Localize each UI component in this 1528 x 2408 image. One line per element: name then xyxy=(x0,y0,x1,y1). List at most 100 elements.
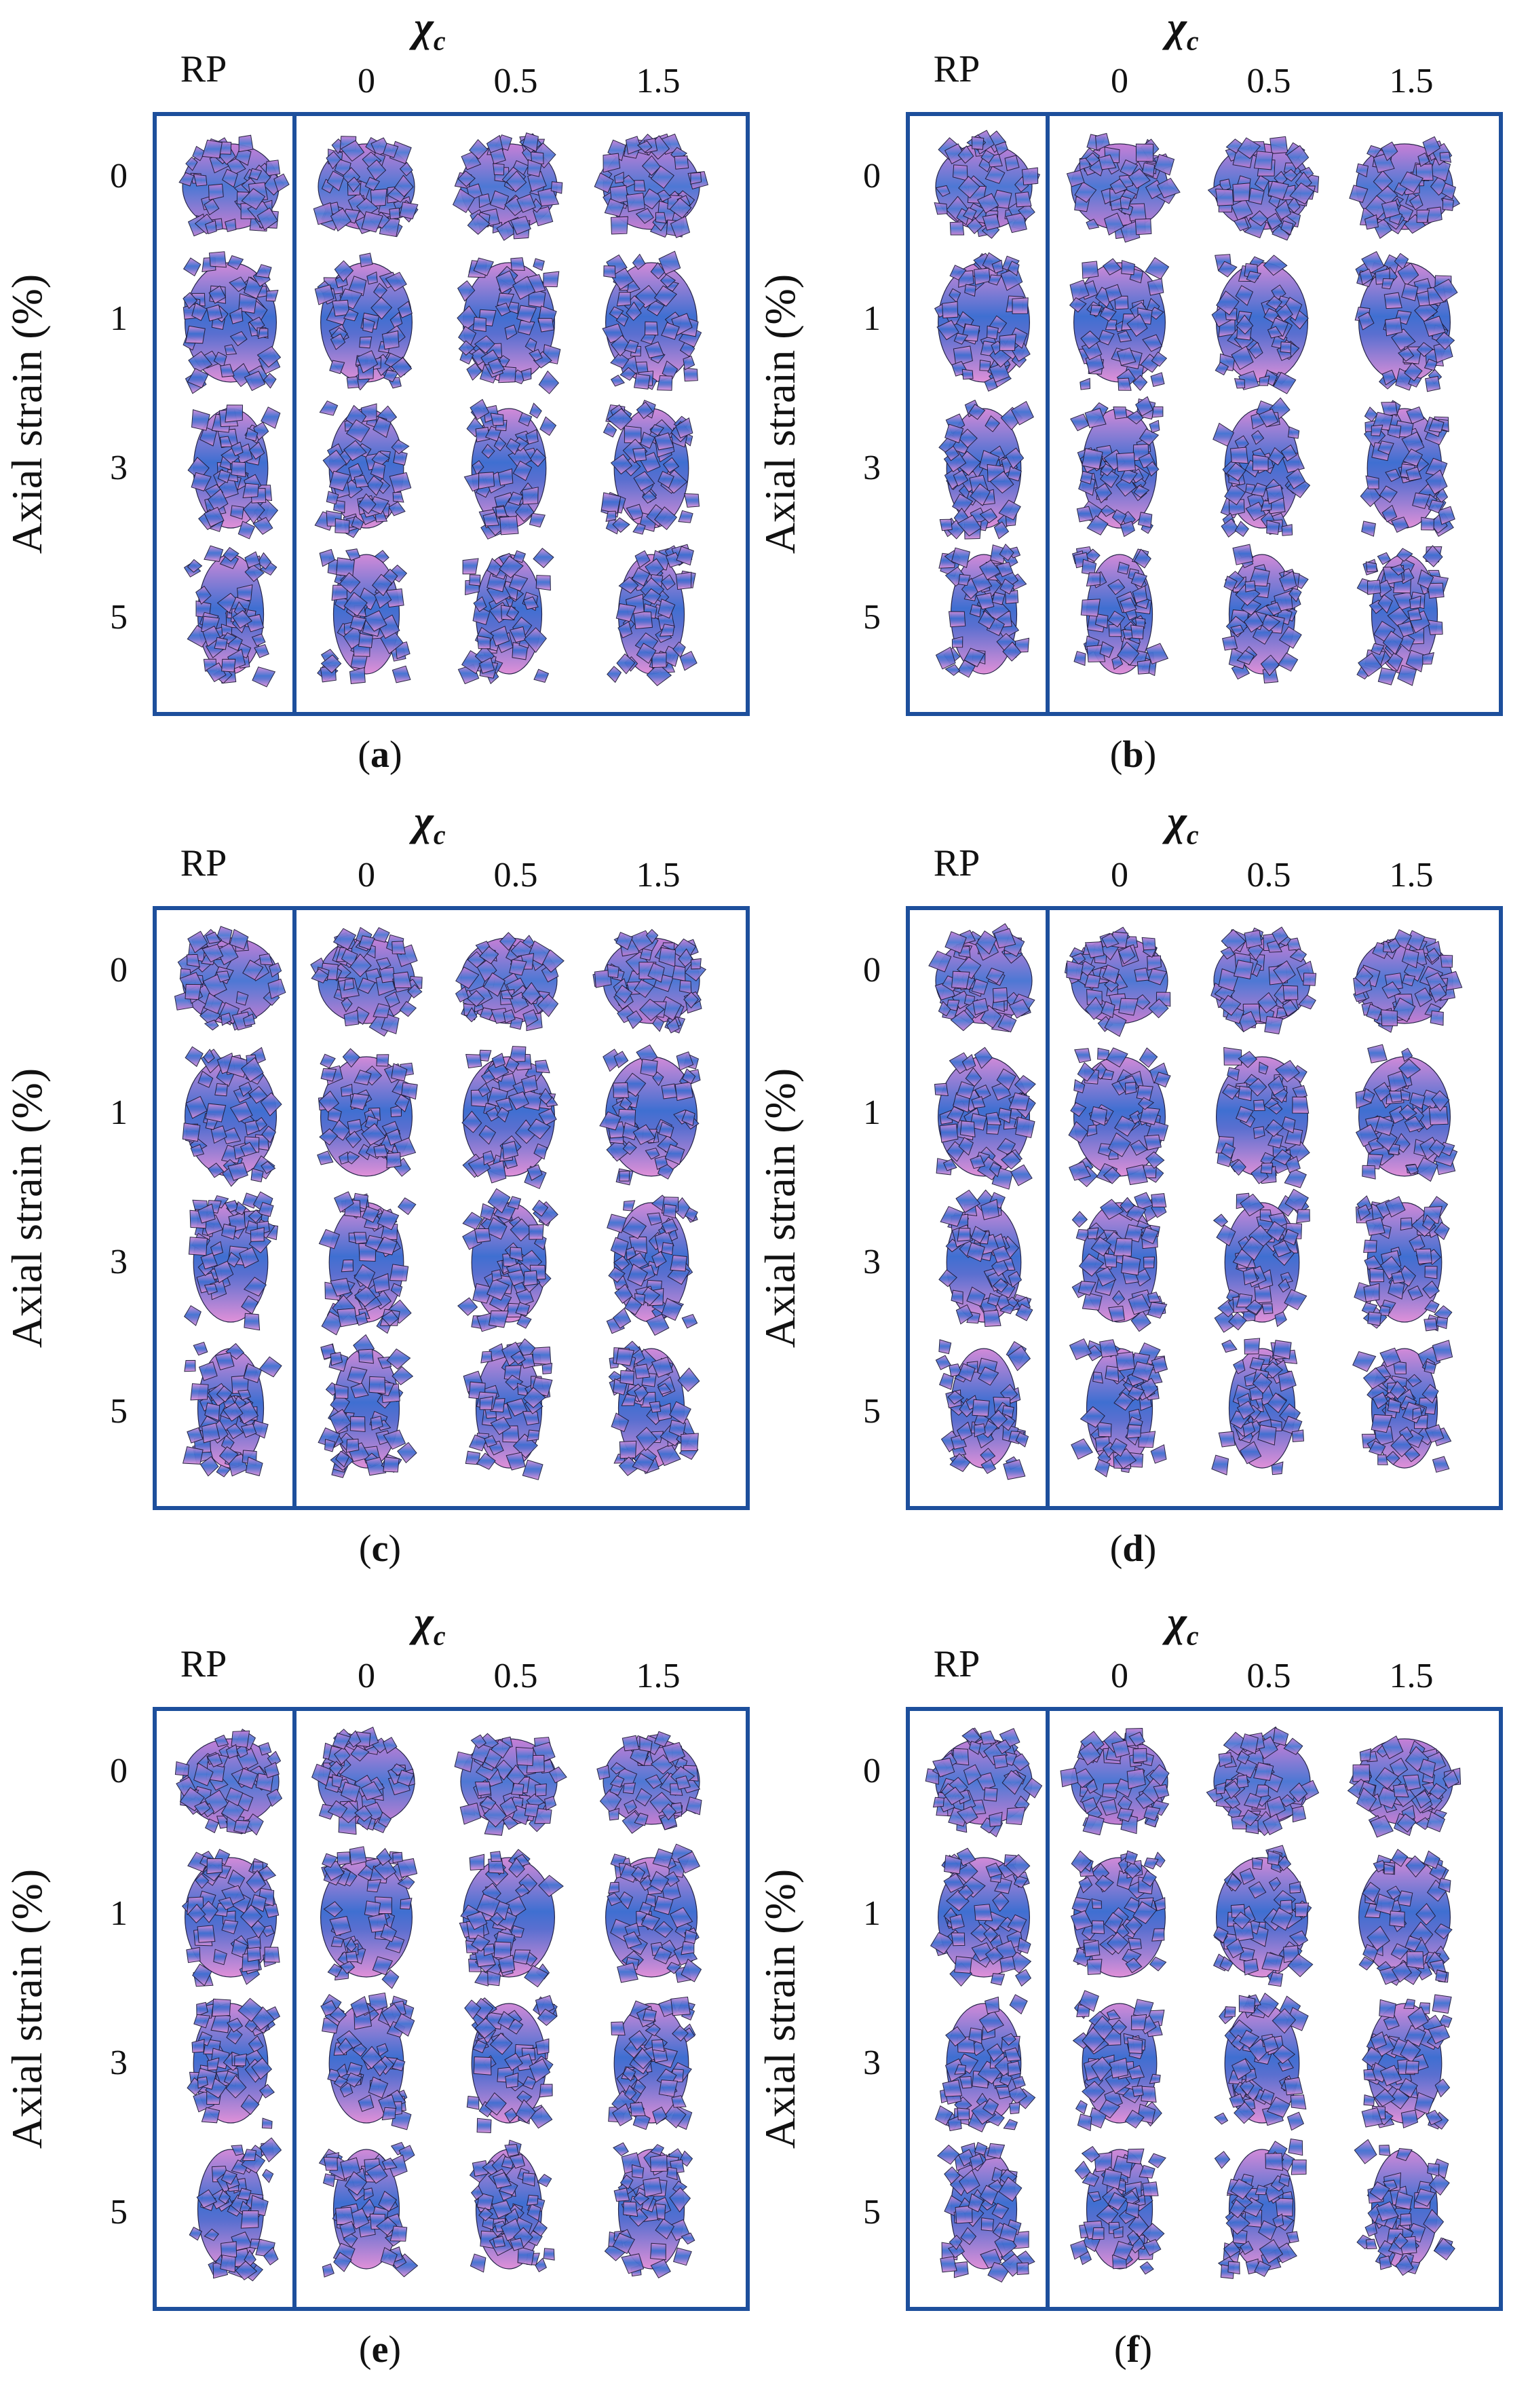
panel-letter: b xyxy=(1122,734,1144,776)
frame-divider xyxy=(1046,1711,1050,2307)
rp-header: RP xyxy=(933,48,980,90)
panel-letter: f xyxy=(1126,2329,1140,2371)
rp-header: RP xyxy=(933,1643,980,1685)
particle-sample-r2-c0 xyxy=(187,405,281,540)
particle-sample-r2-c3 xyxy=(1361,1994,1453,2130)
col-header-0.5: 0.5 xyxy=(1246,856,1291,895)
panel-label: (f) xyxy=(1114,2329,1152,2371)
row-header-5: 5 xyxy=(863,598,881,637)
particle-sample-r3-c3 xyxy=(1352,1340,1453,1473)
particle-sample-r1-c3 xyxy=(1358,1849,1453,1986)
row-header-1: 1 xyxy=(863,1093,881,1132)
particle-sample-r3-c0 xyxy=(189,2137,282,2282)
particle-sample-r0-c0 xyxy=(178,134,290,237)
particle-sample-r0-c0 xyxy=(925,1727,1043,1838)
row-header-3: 3 xyxy=(110,449,128,487)
col-header-0.5: 0.5 xyxy=(493,62,538,100)
panel-letter: c xyxy=(371,1528,389,1570)
panel-label: (a) xyxy=(358,734,402,776)
row-header-1: 1 xyxy=(863,1894,881,1933)
chi-c-header: χc xyxy=(414,798,446,850)
particle-sample-r2-c0 xyxy=(187,1997,281,2129)
specimen-frame xyxy=(906,1707,1503,2311)
col-header-1.5: 1.5 xyxy=(636,1657,681,1695)
particle-sample-r0-c0 xyxy=(928,923,1035,1033)
particle-sample-r2-c3 xyxy=(608,1996,696,2130)
particle-sample-r3-c1 xyxy=(1071,546,1169,677)
col-header-1.5: 1.5 xyxy=(1389,1657,1434,1695)
particle-sample-r3-c3 xyxy=(1354,2139,1455,2276)
particle-sample-r2-c1 xyxy=(1072,1990,1165,2132)
row-header-1: 1 xyxy=(863,299,881,338)
particle-sample-r2-c3 xyxy=(606,1194,698,1336)
col-header-0: 0 xyxy=(1111,856,1128,895)
row-header-5: 5 xyxy=(110,1392,128,1431)
particle-sample-r2-c3 xyxy=(1360,400,1455,537)
particle-sample-r2-c3 xyxy=(600,400,700,535)
particle-sample-r2-c2 xyxy=(1214,1993,1309,2131)
particle-sample-r0-c3 xyxy=(592,928,707,1034)
y-axis-label: Axial strain (%) xyxy=(3,274,51,554)
panel-f: χc RP 0 0.5 1.5 Axial strain (%) 0 1 3 5… xyxy=(756,1599,1506,2375)
particle-sample-r3-c1 xyxy=(1069,1338,1168,1478)
particle-sample-r1-c2 xyxy=(459,1849,564,1988)
row-header-3: 3 xyxy=(863,2044,881,2082)
rp-header: RP xyxy=(180,842,227,884)
panel-a: χc RP 0 0.5 1.5 Axial strain (%) 0 1 3 5… xyxy=(3,4,753,780)
row-header-1: 1 xyxy=(110,1093,128,1132)
particle-sample-r0-c2 xyxy=(1207,136,1320,241)
particle-sample-r2-c0 xyxy=(934,1994,1036,2132)
row-header-0: 0 xyxy=(110,951,128,990)
particle-sample-r3-c1 xyxy=(1070,2146,1166,2275)
particle-sample-r2-c0 xyxy=(183,1191,279,1331)
particle-sample-r0-c0 xyxy=(934,130,1041,239)
particle-sample-r3-c0 xyxy=(936,2141,1035,2283)
col-header-0: 0 xyxy=(358,856,375,895)
particle-sample-r1-c0 xyxy=(934,252,1031,392)
particle-sample-r1-c0 xyxy=(181,1849,280,1987)
particle-sample-r1-c2 xyxy=(457,257,561,394)
chi-c-header: χc xyxy=(414,1599,446,1651)
row-header-1: 1 xyxy=(110,1894,128,1933)
col-header-0.5: 0.5 xyxy=(1246,62,1291,100)
particle-sample-r0-c1 xyxy=(313,136,419,238)
particle-sample-r0-c2 xyxy=(455,932,565,1032)
row-header-3: 3 xyxy=(863,449,881,487)
chi-c-header: χc xyxy=(1167,1599,1199,1651)
row-header-3: 3 xyxy=(863,1243,881,1281)
col-header-1.5: 1.5 xyxy=(636,62,681,100)
particle-sample-r2-c3 xyxy=(1354,1195,1453,1332)
col-header-1.5: 1.5 xyxy=(636,856,681,895)
particle-sample-r1-c1 xyxy=(1069,257,1170,391)
particle-sample-r3-c1 xyxy=(317,548,411,684)
particle-sample-r0-c1 xyxy=(1060,1727,1170,1836)
col-header-1.5: 1.5 xyxy=(1389,62,1434,100)
particle-sample-r2-c1 xyxy=(1071,1192,1168,1332)
particle-sample-r2-c0 xyxy=(938,1189,1033,1328)
rp-header: RP xyxy=(180,48,227,90)
col-header-0.5: 0.5 xyxy=(493,1657,538,1695)
particle-sample-r3-c0 xyxy=(182,1341,282,1478)
particle-sample-r1-c1 xyxy=(1070,1850,1167,1978)
particle-sample-r3-c2 xyxy=(457,548,554,685)
specimen-frame xyxy=(906,906,1503,1510)
particle-sample-r0-c0 xyxy=(174,1728,283,1836)
particle-sample-r3-c2 xyxy=(1222,544,1309,683)
particle-sample-r1-c1 xyxy=(317,1048,418,1177)
particle-sample-r1-c2 xyxy=(1211,254,1309,394)
panel-letter: a xyxy=(370,734,389,776)
particle-sample-r3-c3 xyxy=(1356,545,1449,686)
particle-sample-r3-c1 xyxy=(318,1334,417,1478)
particle-sample-r1-c1 xyxy=(314,252,413,391)
particle-sample-r0-c2 xyxy=(452,132,563,241)
particle-sample-r2-c0 xyxy=(938,399,1034,540)
panel-c: χc RP 0 0.5 1.5 Axial strain (%) 0 1 3 5… xyxy=(3,798,753,1575)
particle-sample-r0-c2 xyxy=(454,1733,567,1836)
panel-label: (b) xyxy=(1109,734,1157,776)
col-header-0.5: 0.5 xyxy=(493,856,538,895)
rp-header: RP xyxy=(933,842,980,884)
particle-sample-r3-c0 xyxy=(183,545,278,688)
y-axis-label: Axial strain (%) xyxy=(3,1868,51,2149)
frame-divider xyxy=(292,1711,297,2307)
particle-sample-r3-c3 xyxy=(607,544,698,686)
